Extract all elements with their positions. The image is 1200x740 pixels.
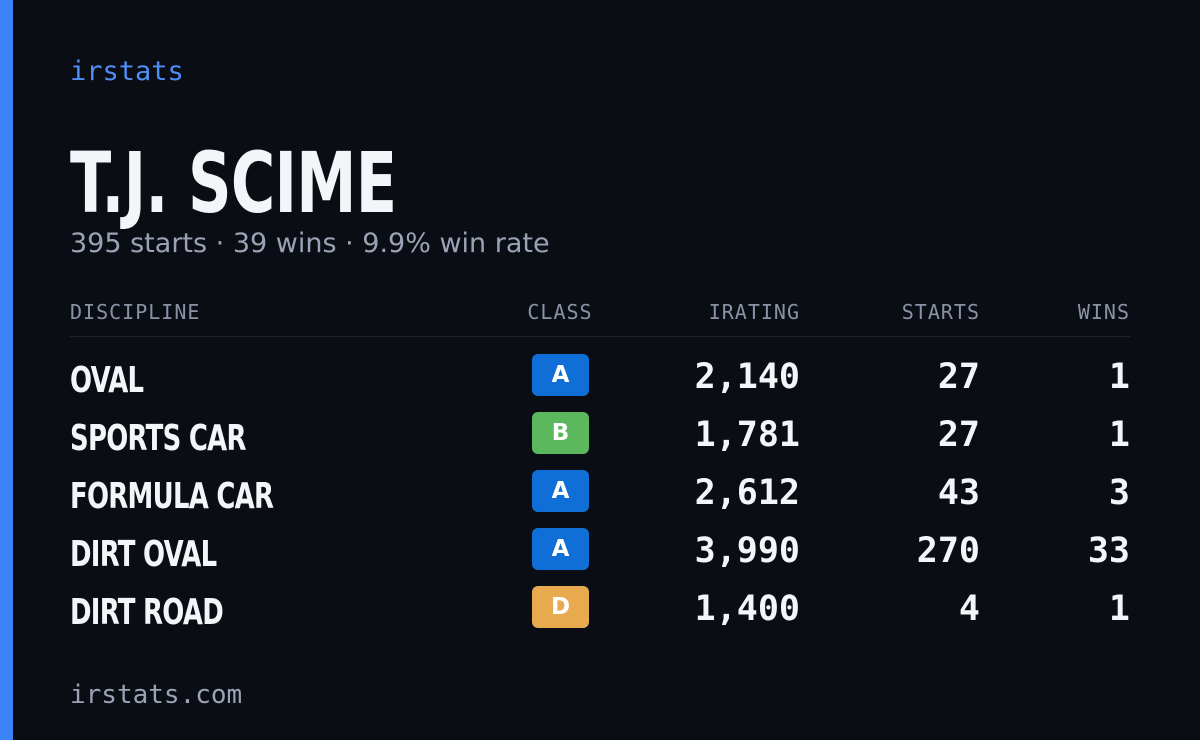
- starts: 27: [937, 357, 980, 397]
- class-badge: [532, 586, 589, 628]
- class-badge: [532, 412, 589, 454]
- irating: 1,400: [694, 589, 800, 629]
- brand: irstats: [70, 56, 184, 87]
- class-badge: [532, 528, 589, 570]
- header-divider: [70, 336, 1130, 337]
- driver-name: T.J. SCIME: [70, 134, 397, 232]
- class-badge: [532, 354, 589, 396]
- starts: 4: [958, 589, 980, 629]
- summary: 395 starts · 39 wins · 9.9% win rate: [70, 228, 550, 259]
- class-letter: B: [551, 420, 570, 446]
- discipline: DIRT OVAL: [70, 534, 217, 575]
- discipline: FORMULA CAR: [70, 476, 274, 517]
- class-letter: A: [551, 478, 570, 504]
- class-letter: A: [551, 362, 570, 388]
- class-badge: [532, 470, 589, 512]
- accent-stripe: [0, 0, 13, 740]
- wins: 3: [1108, 473, 1130, 513]
- wins: 33: [1087, 531, 1130, 571]
- column-header: DISCIPLINE: [70, 300, 201, 324]
- irating: 3,990: [694, 531, 800, 571]
- column-header: CLASS: [527, 300, 593, 324]
- starts: 270: [916, 531, 980, 571]
- discipline: SPORTS CAR: [70, 418, 246, 459]
- class-letter: D: [550, 594, 571, 620]
- column-header: STARTS: [901, 300, 980, 324]
- column-header: WINS: [1077, 300, 1130, 324]
- column-header: IRATING: [708, 300, 800, 324]
- irating: 2,140: [694, 357, 800, 397]
- wins: 1: [1108, 589, 1130, 629]
- discipline: DIRT ROAD: [70, 592, 224, 633]
- starts: 43: [937, 473, 980, 513]
- discipline: OVAL: [70, 360, 144, 401]
- irating: 2,612: [694, 473, 800, 513]
- footer: irstats.com: [70, 680, 243, 710]
- wins: 1: [1108, 357, 1130, 397]
- starts: 27: [937, 415, 980, 455]
- wins: 1: [1108, 415, 1130, 455]
- class-letter: A: [551, 536, 570, 562]
- irating: 1,781: [694, 415, 800, 455]
